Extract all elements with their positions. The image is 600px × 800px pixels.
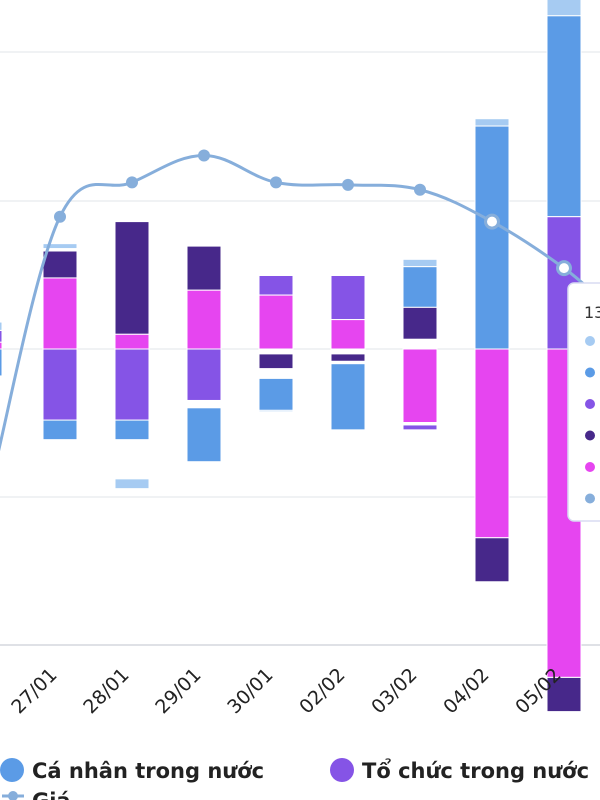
bar-segment — [114, 478, 150, 490]
price-point — [484, 213, 500, 230]
x-tick-label: 03/02 — [367, 664, 421, 718]
bar-segment — [258, 275, 294, 296]
price-point — [126, 176, 138, 189]
bar-segment — [474, 118, 510, 127]
price-line-path — [0, 153, 600, 452]
x-axis-tick-labels: 27/01 28/01 29/01 30/01 02/02 03/02 04/02 05/02 — [7, 664, 565, 718]
bar-segment — [258, 294, 294, 350]
tooltip-marker — [585, 336, 595, 346]
bar-segment — [0, 321, 3, 331]
bar-segment — [42, 348, 78, 421]
bar-segment — [474, 125, 510, 350]
x-tick-label: 27/01 — [7, 664, 61, 718]
bar-segment — [402, 348, 438, 423]
bar-segment — [330, 319, 366, 350]
bar-segment — [474, 348, 510, 539]
bar-segment — [114, 221, 150, 335]
bar-segment — [114, 419, 150, 441]
bar-segment — [42, 243, 78, 250]
gridlines — [0, 51, 600, 646]
bar-segment — [402, 306, 438, 340]
bar-segment — [546, 15, 582, 218]
bar-segment — [186, 245, 222, 291]
x-tick-label: 04/02 — [439, 664, 493, 718]
x-tick-label: 29/01 — [151, 664, 205, 718]
price-line[interactable] — [0, 149, 600, 465]
bar-segment — [258, 377, 294, 411]
bar-segment — [186, 289, 222, 350]
legend-marker — [330, 758, 354, 782]
tooltip-marker — [585, 399, 595, 409]
price-point — [198, 149, 210, 162]
tooltip-marker — [585, 367, 595, 378]
bar-segment — [186, 407, 222, 463]
bar-segment — [114, 348, 150, 421]
bar-segment — [402, 266, 438, 308]
bar-segment — [186, 348, 222, 401]
legend-label: Giá — [32, 789, 71, 800]
x-tick-label: 30/01 — [223, 664, 277, 718]
price-point — [270, 176, 282, 189]
bars[interactable] — [0, 0, 582, 713]
price-point — [556, 260, 572, 277]
bar-segment — [42, 277, 78, 350]
bar-segment — [258, 353, 294, 370]
bar-segment — [546, 0, 582, 17]
bar-segment — [0, 341, 3, 350]
bar-segment — [0, 348, 3, 377]
tooltip-marker — [585, 462, 595, 472]
legend-label: Tổ chức trong nước — [362, 758, 589, 783]
bar-segment — [0, 329, 3, 343]
price-point — [342, 178, 354, 191]
tooltip-marker — [585, 493, 595, 504]
bar-segment — [42, 250, 78, 279]
legend-label: Cá nhân trong nước — [32, 759, 264, 783]
legend[interactable]: Cá nhân trong nước Tổ chức trong nước Giá — [0, 758, 589, 800]
tooltip: 13 — [567, 282, 600, 522]
bar-segment — [330, 353, 366, 362]
bar-segment — [330, 275, 366, 321]
tooltip-marker — [585, 430, 595, 441]
bar-segment — [114, 333, 150, 350]
bar-segment — [330, 363, 366, 431]
price-point — [414, 183, 426, 196]
legend-marker — [0, 758, 24, 782]
bar-segment — [402, 424, 438, 431]
tooltip-title: 13 — [584, 303, 600, 322]
x-tick-label: 28/01 — [79, 664, 133, 718]
price-point — [54, 210, 66, 223]
bar-segment — [42, 419, 78, 441]
x-tick-label: 02/02 — [295, 664, 349, 718]
bar-segment — [402, 258, 438, 268]
legend-marker — [8, 791, 18, 800]
bar-segment — [474, 537, 510, 583]
